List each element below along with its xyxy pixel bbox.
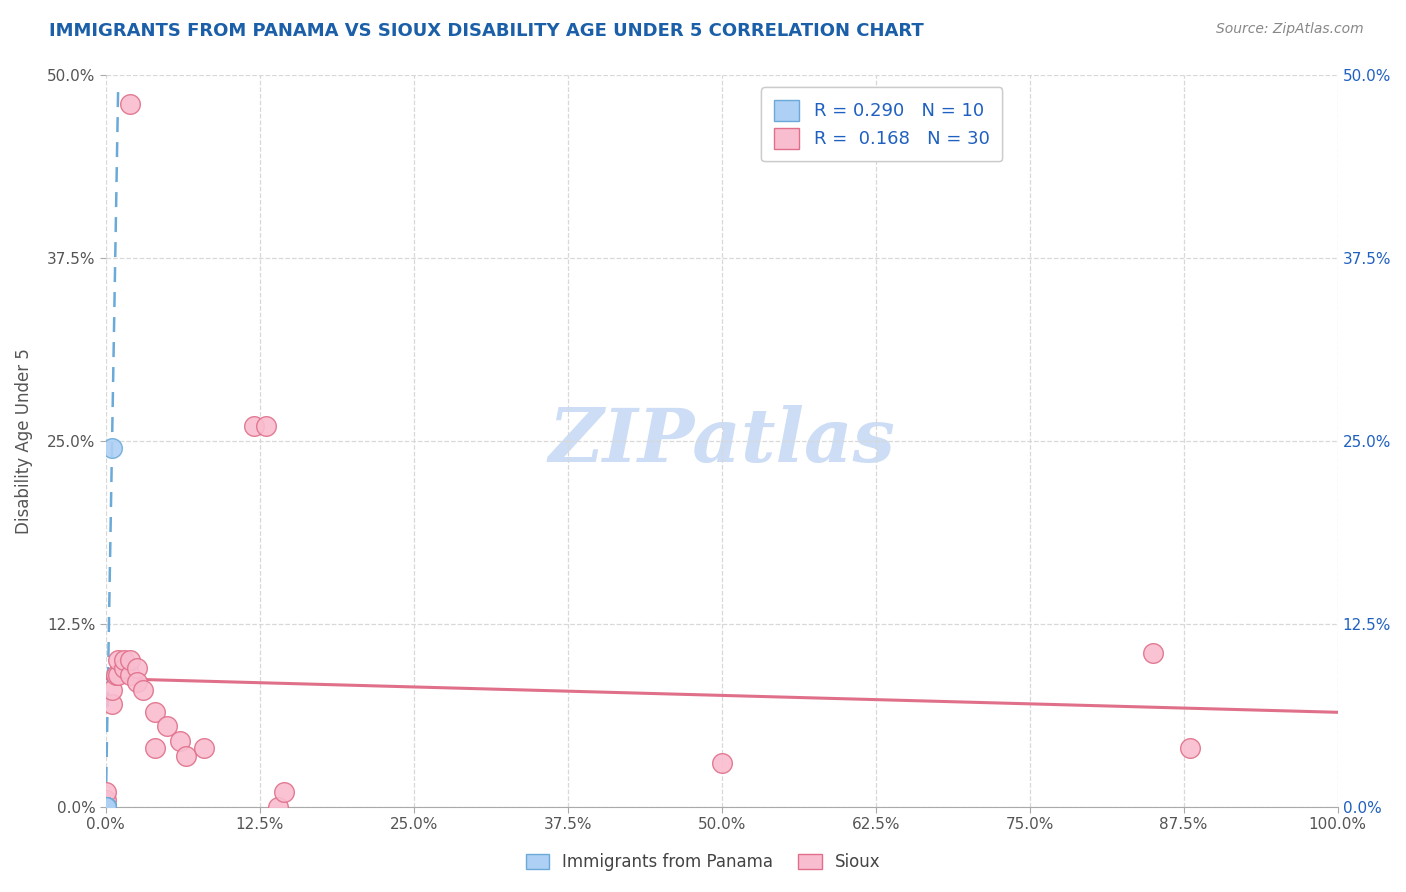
Point bbox=[94, 800, 117, 814]
Point bbox=[104, 668, 127, 682]
Text: IMMIGRANTS FROM PANAMA VS SIOUX DISABILITY AGE UNDER 5 CORRELATION CHART: IMMIGRANTS FROM PANAMA VS SIOUX DISABILI… bbox=[49, 22, 924, 40]
Point bbox=[94, 800, 117, 814]
Point bbox=[94, 792, 117, 806]
Point bbox=[120, 653, 142, 667]
Point bbox=[120, 96, 142, 111]
Point bbox=[94, 800, 117, 814]
Point bbox=[120, 668, 142, 682]
Point bbox=[94, 800, 117, 814]
Legend: R = 0.290   N = 10, R =  0.168   N = 30: R = 0.290 N = 10, R = 0.168 N = 30 bbox=[761, 87, 1002, 161]
Point bbox=[112, 653, 135, 667]
Point bbox=[193, 741, 215, 756]
Point bbox=[1142, 646, 1164, 660]
Point bbox=[1178, 741, 1201, 756]
Point bbox=[94, 800, 117, 814]
Point bbox=[125, 675, 148, 690]
Point bbox=[94, 800, 117, 814]
Point bbox=[112, 661, 135, 675]
Text: Source: ZipAtlas.com: Source: ZipAtlas.com bbox=[1216, 22, 1364, 37]
Point bbox=[143, 705, 166, 719]
Y-axis label: Disability Age Under 5: Disability Age Under 5 bbox=[15, 348, 32, 533]
Point bbox=[101, 682, 124, 697]
Legend: Immigrants from Panama, Sioux: Immigrants from Panama, Sioux bbox=[517, 845, 889, 880]
Point bbox=[107, 668, 129, 682]
Point bbox=[94, 785, 117, 799]
Text: ZIPatlas: ZIPatlas bbox=[548, 404, 896, 477]
Point bbox=[125, 661, 148, 675]
Point bbox=[94, 800, 117, 814]
Point bbox=[242, 419, 264, 434]
Point bbox=[132, 682, 155, 697]
Point bbox=[94, 800, 117, 814]
Point bbox=[143, 741, 166, 756]
Point bbox=[273, 785, 295, 799]
Point bbox=[254, 419, 277, 434]
Point bbox=[267, 800, 290, 814]
Point bbox=[156, 719, 179, 733]
Point bbox=[94, 800, 117, 814]
Point bbox=[94, 800, 117, 814]
Point bbox=[101, 441, 124, 455]
Point bbox=[107, 653, 129, 667]
Point bbox=[94, 800, 117, 814]
Point bbox=[101, 698, 124, 712]
Point bbox=[710, 756, 733, 770]
Point bbox=[174, 748, 197, 763]
Point bbox=[169, 734, 191, 748]
